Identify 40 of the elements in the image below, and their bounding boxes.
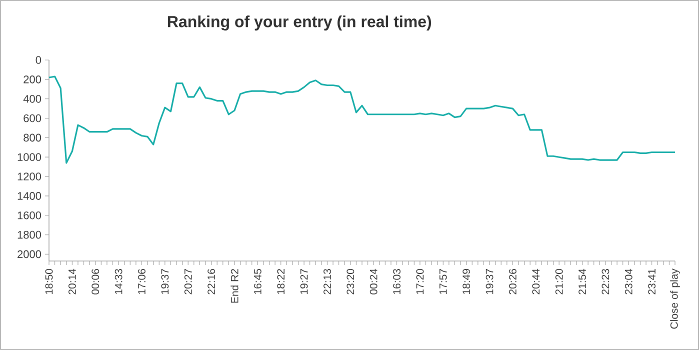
y-tick-label: 0 [36, 56, 42, 64]
x-tick-label: 20:26 [508, 268, 516, 294]
x-tick-label: 19:27 [300, 269, 308, 294]
x-tick-label: 23:20 [346, 268, 354, 294]
y-tick-label: 1800 [18, 230, 42, 239]
y-tick-label: 1200 [18, 172, 42, 180]
x-tick-label: 00:06 [92, 268, 100, 294]
x-tick-label: 19:37 [161, 269, 169, 294]
x-tick-label: 20:44 [532, 268, 540, 294]
y-tick-label: 1600 [18, 211, 42, 220]
x-tick-label: 18:50 [45, 268, 53, 294]
x-tick-label: 23:41 [648, 269, 656, 294]
x-tick-label: 14:33 [114, 268, 122, 294]
y-tick-label: 400 [23, 94, 42, 103]
x-tick-label: Close of play [670, 268, 680, 329]
y-tick-label: 600 [24, 114, 42, 122]
y-tick-label: 1400 [18, 192, 42, 200]
x-tick-label: 16:03 [393, 268, 401, 294]
x-tick-label: 17:06 [138, 268, 146, 294]
x-tick-label: 17:20 [416, 268, 424, 294]
x-tick-label: 17:57 [439, 269, 447, 294]
x-tick-label: 21:20 [555, 268, 563, 294]
x-tick-label: 22:13 [324, 268, 331, 294]
x-tick-label: End R2 [230, 269, 238, 303]
chart-title: Ranking of your entry (in real time) [168, 16, 432, 31]
x-tick-label: 22:16 [208, 268, 216, 294]
x-tick-label: 00:24 [370, 268, 378, 294]
x-tick-label: 20:14 [68, 268, 76, 294]
y-tick-label: 800 [24, 134, 42, 142]
x-tick-label: 18:49 [462, 269, 470, 294]
y-tick-label: 2000 [18, 250, 42, 258]
x-tick-label: 23:04 [624, 268, 632, 294]
x-tick-label: 21:54 [578, 268, 586, 294]
x-tick-label: 18:22 [277, 269, 285, 294]
y-tick-label: 1000 [18, 153, 42, 161]
x-tick-label: 16:45 [254, 268, 262, 294]
x-tick-label: 20:27 [184, 269, 192, 294]
y-tick-label: 200 [24, 76, 42, 84]
x-tick-label: 19:37 [486, 269, 494, 294]
x-tick-label: 22:23 [602, 268, 610, 294]
